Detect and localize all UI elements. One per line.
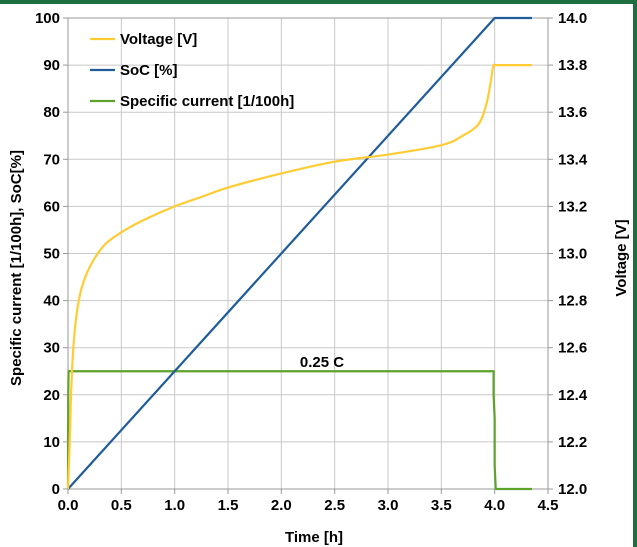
y-right-tick-label: 13.8 <box>558 57 587 74</box>
x-tick-label: 1.0 <box>164 497 185 514</box>
y-right-tick-labels: 12.0 12.2 12.4 12.6 12.8 13.0 13.2 13.4 13.6 13.8… <box>548 10 588 498</box>
y-right-tick-label: 13.6 <box>558 104 587 121</box>
legend-label: Specific current [1/100h] <box>120 93 294 110</box>
y-right-tick-label: 12.8 <box>558 293 587 310</box>
y-left-tick-label: 10 <box>43 434 60 451</box>
y-right-tick-label: 13.4 <box>558 151 588 168</box>
y-right-axis-title: Voltage [V] <box>613 219 630 296</box>
y-right-tick-label: 12.0 <box>558 481 587 498</box>
x-tick-label: 0.0 <box>58 497 79 514</box>
y-left-tick-label: 30 <box>43 340 60 357</box>
y-left-tick-labels: 0 10 20 30 40 50 60 70 80 90 100 <box>35 10 68 498</box>
x-axis-title: Time [h] <box>285 529 343 546</box>
legend-label: SoC [%] <box>120 62 178 79</box>
y-left-tick-label: 50 <box>43 246 60 263</box>
x-tick-labels: 0.0 0.5 1.0 1.5 2.0 2.5 3.0 3.5 4.0 4.5 <box>58 489 559 514</box>
series-line-voltage-v <box>66 63 532 490</box>
legend: Voltage [V] SoC [%] Specific current [1/10… <box>90 31 294 110</box>
grid-lines <box>67 17 549 490</box>
x-tick-label: 4.0 <box>484 497 505 514</box>
series-line-specific-current-1-100h <box>66 370 532 491</box>
series-line-soc <box>67 16 532 490</box>
y-left-tick-label: 70 <box>43 151 60 168</box>
x-tick-label: 1.5 <box>218 497 239 514</box>
x-tick-label: 2.0 <box>271 497 292 514</box>
y-right-tick-label: 13.2 <box>558 198 587 215</box>
x-tick-label: 4.5 <box>538 497 559 514</box>
y-right-tick-label: 12.2 <box>558 434 587 451</box>
y-right-tick-label: 12.6 <box>558 340 587 357</box>
annotation-label: 0.25 C <box>300 354 344 371</box>
y-left-tick-label: 0 <box>52 481 60 498</box>
y-left-tick-label: 100 <box>35 10 60 27</box>
y-right-tick-label: 13.0 <box>558 246 587 263</box>
x-tick-label: 0.5 <box>111 497 132 514</box>
y-left-tick-label: 80 <box>43 104 60 121</box>
legend-label: Voltage [V] <box>120 31 197 48</box>
y-left-tick-label: 40 <box>43 293 60 310</box>
y-left-tick-label: 60 <box>43 198 60 215</box>
series-layer <box>66 16 532 491</box>
y-left-axis-title: Specific current [1/100h], SoC[%] <box>8 150 25 386</box>
y-left-tick-label: 90 <box>43 57 60 74</box>
x-tick-label: 3.0 <box>378 497 399 514</box>
y-right-tick-label: 14.0 <box>558 10 587 27</box>
y-right-tick-label: 12.4 <box>558 387 588 404</box>
chart-svg: 0.0 0.5 1.0 1.5 2.0 2.5 3.0 3.5 4.0 4.5 0 10 20 30 40… <box>8 10 630 546</box>
x-tick-label: 2.5 <box>324 497 345 514</box>
y-left-tick-label: 20 <box>43 387 60 404</box>
x-tick-label: 3.5 <box>431 497 452 514</box>
